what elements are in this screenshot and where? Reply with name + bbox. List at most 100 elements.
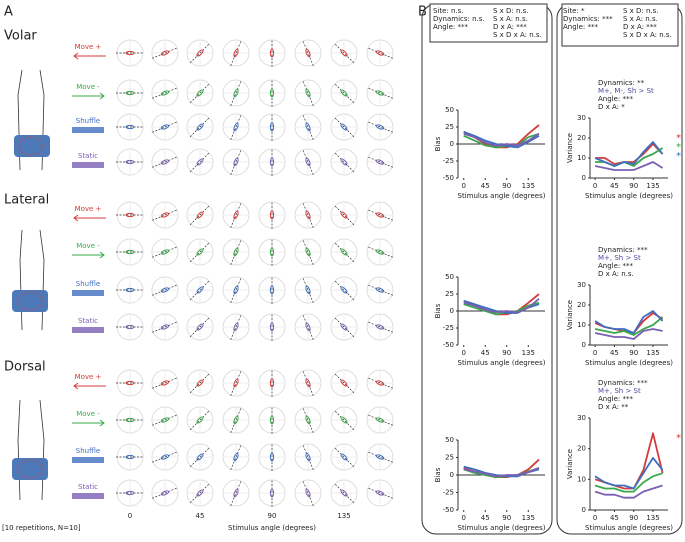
annotation: D x A: **: [598, 403, 629, 411]
series-line: [463, 298, 540, 314]
glyph-line: [189, 82, 211, 104]
glyph-orientation: [269, 79, 275, 107]
glyph-estimate: [269, 157, 275, 167]
y-tick-label: -25: [443, 157, 454, 165]
glyph-orientation: [302, 313, 314, 341]
stat-text: Angle: ***: [433, 23, 469, 31]
glyph-estimate: [125, 212, 135, 218]
glyph-orientation: [269, 313, 275, 341]
glyph-estimate: [196, 489, 204, 497]
condition-code: [72, 290, 104, 296]
glyph-estimate: [269, 322, 275, 332]
glyph-estimate: [269, 48, 275, 58]
glyph: [366, 39, 394, 67]
glyph-estimate: [233, 452, 239, 462]
glyph-estimate: [305, 378, 311, 388]
glyph: [330, 369, 358, 397]
glyph-line: [230, 369, 242, 397]
site-label: Dorsal: [4, 360, 46, 375]
x-axis-label: Stimulus angle (degrees): [458, 192, 546, 200]
glyph-estimate: [233, 122, 239, 132]
glyph-orientation: [151, 156, 179, 168]
y-tick-label: 25: [445, 123, 454, 131]
glyph-estimate: [375, 287, 385, 293]
stat-text: Angle: ***: [563, 23, 599, 31]
glyph-line: [230, 443, 242, 471]
glyph: [151, 79, 179, 107]
glyph-line: [333, 409, 355, 431]
glyph-orientation: [189, 151, 211, 173]
stat-text: D x A: ***: [623, 23, 657, 31]
glyph-line: [302, 238, 314, 266]
glyph: [186, 313, 214, 341]
glyph-estimate: [196, 158, 204, 166]
glyph-estimate: [125, 417, 135, 423]
glyph-orientation: [366, 47, 394, 59]
glyph-orientation: [230, 39, 242, 67]
glyph: [222, 201, 250, 229]
glyph-orientation: [302, 369, 314, 397]
glyph-line: [302, 313, 314, 341]
glyph-line: [366, 209, 394, 221]
glyph-estimate: [125, 287, 135, 293]
glyph: [116, 479, 144, 507]
series-line: [594, 310, 664, 334]
glyph-orientation: [269, 406, 275, 434]
glyph-line: [333, 204, 355, 226]
glyph-line: [333, 372, 355, 394]
glyph-estimate: [160, 90, 170, 96]
series-line: [594, 316, 664, 336]
series-line: [594, 484, 663, 499]
glyph-line: [366, 87, 394, 99]
glyph-line: [333, 116, 355, 138]
glyph: [151, 148, 179, 176]
glyph-line: [333, 241, 355, 263]
glyph-estimate: [233, 210, 239, 220]
glyph-estimate: [233, 415, 239, 425]
glyph: [330, 276, 358, 304]
x-tick-label: 0: [462, 182, 466, 190]
series-line: [594, 472, 663, 493]
glyph-orientation: [151, 246, 179, 258]
side-mark: *: [676, 151, 681, 162]
glyph: [116, 201, 144, 229]
glyph-estimate: [160, 50, 170, 56]
glyph-estimate: [160, 249, 170, 255]
glyph-orientation: [116, 249, 144, 255]
panel-label: B: [418, 5, 427, 20]
glyph: [151, 276, 179, 304]
glyph-estimate: [160, 287, 170, 293]
glyph: [186, 113, 214, 141]
glyph-line: [302, 479, 314, 507]
glyph-line: [151, 87, 179, 99]
panel-box: [421, 3, 553, 535]
glyph-line: [189, 409, 211, 431]
condition-label: Move +: [75, 373, 102, 381]
glyph: [116, 369, 144, 397]
glyph-line: [189, 482, 211, 504]
glyph: [151, 238, 179, 266]
glyph-orientation: [151, 377, 179, 389]
x-tick-label: 90: [502, 514, 511, 522]
glyph: [366, 148, 394, 176]
glyph-estimate: [125, 124, 135, 130]
glyph-estimate: [233, 247, 239, 257]
y-axis-label: Variance: [566, 449, 574, 479]
annotation: Angle: ***: [598, 262, 634, 270]
glyph-line: [151, 246, 179, 258]
glyph-estimate: [269, 122, 275, 132]
glyph-orientation: [189, 409, 211, 431]
glyph-line: [302, 201, 314, 229]
glyph-estimate: [269, 285, 275, 295]
glyph-orientation: [366, 246, 394, 258]
glyph-estimate: [375, 454, 385, 460]
glyph-orientation: [269, 201, 275, 229]
glyph-orientation: [116, 417, 144, 423]
glyph-estimate: [160, 454, 170, 460]
glyph-orientation: [366, 321, 394, 333]
glyph-estimate: [375, 124, 385, 130]
y-tick-label: 20: [577, 134, 586, 142]
glyph: [151, 406, 179, 434]
glyph: [116, 406, 144, 434]
glyph-estimate: [375, 249, 385, 255]
